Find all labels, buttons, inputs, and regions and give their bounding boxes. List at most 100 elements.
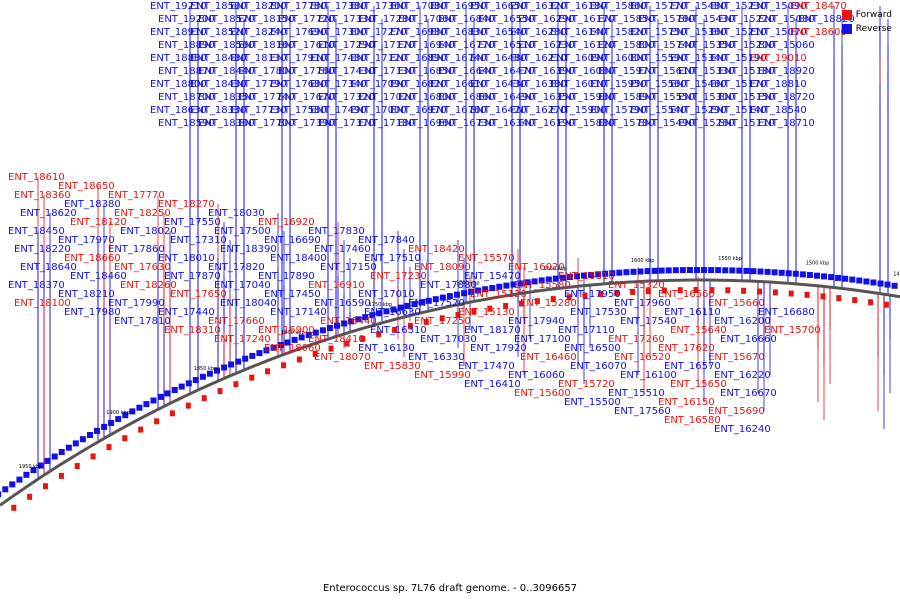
gene-label: ENT_17440: [158, 307, 215, 318]
reverse-feature-arrow: [362, 314, 369, 321]
gene-label: ENT_15070: [750, 27, 807, 38]
forward-feature-arrow: [677, 287, 683, 294]
forward-feature-arrow: [868, 299, 874, 306]
gene-label: ENT_15860: [590, 1, 647, 12]
gene-label: ENT_19210: [150, 1, 207, 12]
position-tick-label: 1500 kbp: [806, 261, 830, 267]
gene-label: ENT_17840: [358, 235, 415, 246]
reverse-feature-arrow: [538, 277, 545, 284]
gene-label: ENT_18620: [20, 208, 77, 219]
gene-label: ENT_17100: [514, 334, 571, 345]
gene-label: ENT_15080: [758, 14, 815, 25]
reverse-feature-arrow: [263, 347, 270, 354]
gene-label: ENT_18160: [238, 40, 295, 51]
gene-label: ENT_18520: [190, 27, 247, 38]
reverse-feature-arrow: [270, 344, 277, 351]
gene-label: ENT_16570: [664, 361, 721, 372]
gene-label: ENT_16170: [558, 14, 615, 25]
forward-feature-arrow: [661, 287, 667, 294]
gene-label: ENT_17280: [358, 14, 415, 25]
gene-label: ENT_15690: [708, 406, 765, 417]
gene-label: ENT_18810: [750, 79, 807, 90]
reverse-feature-arrow: [828, 274, 835, 281]
gene-label: ENT_15780: [598, 118, 655, 129]
reverse-feature-arrow: [856, 277, 863, 284]
gene-label: ENT_17670: [278, 92, 335, 103]
gene-label: ENT_16460: [520, 352, 577, 363]
forward-feature-arrow: [249, 374, 255, 381]
gene-label: ENT_17140: [270, 307, 327, 318]
reverse-feature-arrow: [524, 279, 531, 286]
gene-label: ENT_18460: [70, 271, 127, 282]
gene-label: ENT_15850: [598, 14, 655, 25]
gene-label: ENT_15170: [710, 79, 767, 90]
reverse-feature-arrow: [842, 275, 849, 282]
gene-label: ENT_17950: [564, 289, 621, 300]
reverse-feature-arrow: [461, 290, 468, 297]
gene-label: ENT_16200: [714, 316, 771, 327]
gene-label: ENT_17020: [358, 92, 415, 103]
gene-label: ENT_16470: [478, 66, 535, 77]
gene-label: ENT_17830: [308, 226, 365, 237]
gene-label: ENT_16740: [430, 53, 487, 64]
gene-label: ENT_15490: [638, 118, 695, 129]
reverse-feature-arrow: [602, 270, 609, 277]
forward-feature-arrow: [709, 287, 715, 294]
reverse-feature-arrow: [877, 280, 884, 287]
gene-label: ENT_17090: [350, 79, 407, 90]
reverse-feature-arrow: [644, 268, 651, 275]
reverse-feature-arrow: [79, 436, 86, 443]
reverse-feature-arrow: [616, 269, 623, 276]
reverse-feature-arrow: [228, 361, 235, 368]
reverse-feature-arrow: [595, 271, 602, 278]
gene-label: ENT_17330: [318, 14, 375, 25]
gene-label: ENT_15890: [598, 92, 655, 103]
reverse-feature-arrow: [242, 355, 249, 362]
gene-label: ENT_16010: [550, 79, 607, 90]
gene-label: ENT_16310: [370, 325, 427, 336]
gene-label: ENT_16550: [478, 14, 535, 25]
forward-feature-arrow: [423, 318, 429, 325]
reverse-feature-arrow: [185, 380, 192, 387]
reverse-feature-arrow: [108, 420, 115, 426]
reverse-feature-arrow: [708, 267, 715, 274]
position-tick-label: 1550 kbp: [718, 256, 742, 262]
gene-label: ENT_15600: [514, 388, 571, 399]
gene-label: ENT_15300: [678, 92, 735, 103]
reverse-feature-arrow: [651, 267, 658, 274]
reverse-feature-arrow: [397, 304, 404, 311]
gene-label: ENT_18090: [414, 262, 471, 273]
forward-feature-arrow: [43, 483, 48, 490]
forward-feature-arrow: [296, 356, 302, 363]
label-leader-lines: [37, 6, 891, 480]
gene-label: ENT_17550: [164, 217, 221, 228]
position-tick-label: 1950 kbp: [19, 464, 43, 470]
legend-label-reverse: Reverse: [855, 24, 892, 34]
gene-label: ENT_16230: [518, 40, 575, 51]
reverse-feature-arrow: [411, 301, 418, 308]
reverse-feature-arrow: [785, 270, 792, 277]
gene-label: ENT_18580: [190, 1, 247, 12]
reverse-feature-arrow: [743, 267, 750, 274]
reverse-feature-arrow: [9, 481, 16, 488]
gene-label: ENT_15660: [708, 298, 765, 309]
reverse-feature-arrow: [312, 329, 319, 336]
gene-label: ENT_16110: [664, 307, 721, 318]
forward-feature-arrow: [169, 410, 175, 417]
reverse-feature-arrow: [489, 285, 496, 291]
gene-label: ENT_18120: [70, 217, 127, 228]
forward-feature-arrow: [217, 388, 223, 395]
gene-label: ENT_16830: [430, 27, 487, 38]
gene-label: ENT_16770: [438, 40, 495, 51]
reverse-feature-arrow: [171, 387, 178, 393]
gene-label: ENT_18590: [158, 118, 215, 129]
reverse-feature-arrow: [792, 270, 799, 277]
position-tick-label: 1650 kbp: [543, 266, 567, 272]
forward-feature-arrow: [74, 463, 80, 469]
gene-label: ENT_16670: [720, 388, 777, 399]
gene-label: ENT_16650: [470, 1, 527, 12]
reverse-feature-arrow: [199, 373, 206, 380]
gene-label: ENT_16690: [264, 235, 321, 246]
reverse-feature-arrow: [439, 294, 446, 301]
gene-label: ENT_18570: [198, 14, 255, 25]
